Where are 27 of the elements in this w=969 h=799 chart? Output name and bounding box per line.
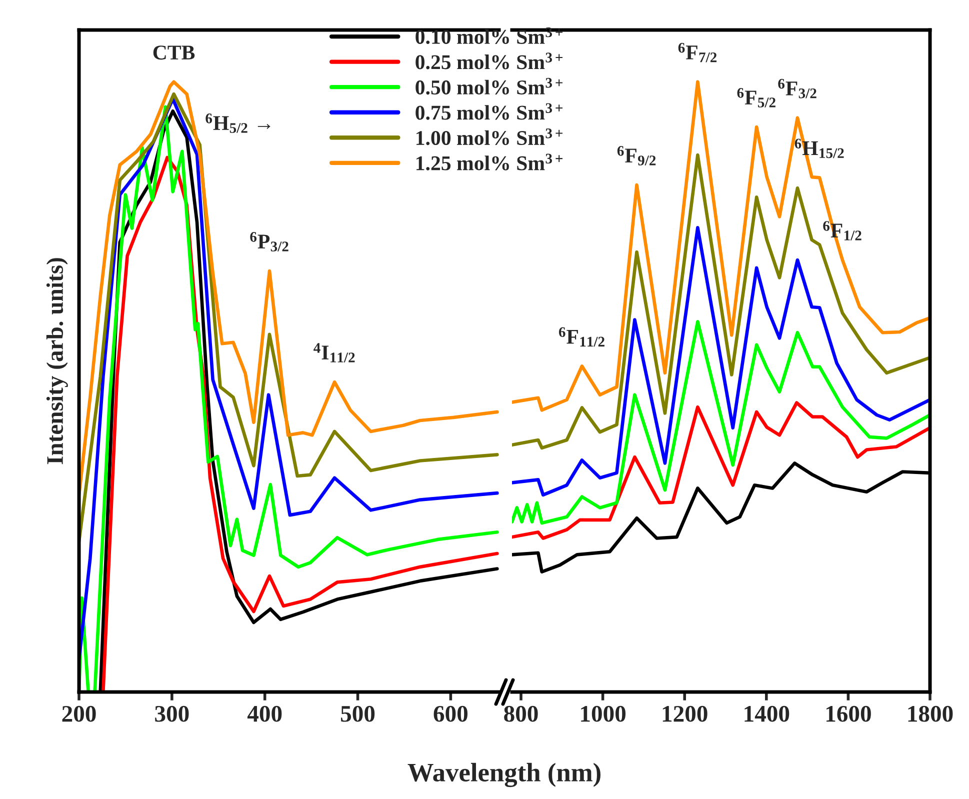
x-tick-label: 600	[434, 706, 468, 722]
annotation: $^{6}$F$_{3/2}$	[778, 78, 816, 98]
annotation: $^{6}$F$_{9/2}$	[617, 146, 656, 166]
annotation: $^{6}$P$_{3/2}$	[250, 232, 288, 252]
x-tick-label: 800	[504, 706, 538, 722]
annotation: $^{6}$F$_{5/2}$	[737, 88, 776, 108]
legend-label: 0.75 mol% Sm$^{3+}$	[416, 103, 562, 120]
annotation: CTB	[153, 46, 195, 60]
x-tick-label: 300	[155, 706, 189, 722]
annotation: $^{4}$I$_{11/2}$	[314, 343, 355, 362]
x-tick-label: 500	[340, 706, 375, 722]
x-tick-label: 1800	[908, 706, 953, 722]
legend-label: 1.25 mol% Sm$^{3+}$	[416, 154, 562, 170]
annotation: $^{6}$F$_{11/2}$	[558, 327, 604, 347]
x-tick-label: 1000	[581, 706, 626, 722]
x-tick-label: 1200	[662, 706, 708, 722]
x-tick-label: 200	[62, 706, 96, 722]
y-axis-title: Intensity (arb. units)	[46, 258, 68, 464]
legend-label: 0.25 mol% Sm$^{3+}$	[416, 52, 562, 70]
annotation: $^{6}$H$_{5/2}$ →	[206, 114, 270, 133]
legend-label: 0.50 mol% Sm$^{3+}$	[416, 78, 562, 95]
x-tick-label: 1600	[826, 706, 871, 722]
x-axis-title: Wavelength (nm)	[408, 762, 600, 788]
annotation: $^{6}$F$_{7/2}$	[678, 42, 717, 62]
legend-label: 1.00 mol% Sm$^{3+}$	[416, 128, 562, 146]
x-tick-label: 1400	[744, 706, 790, 722]
x-tick-label: 400	[247, 706, 282, 722]
